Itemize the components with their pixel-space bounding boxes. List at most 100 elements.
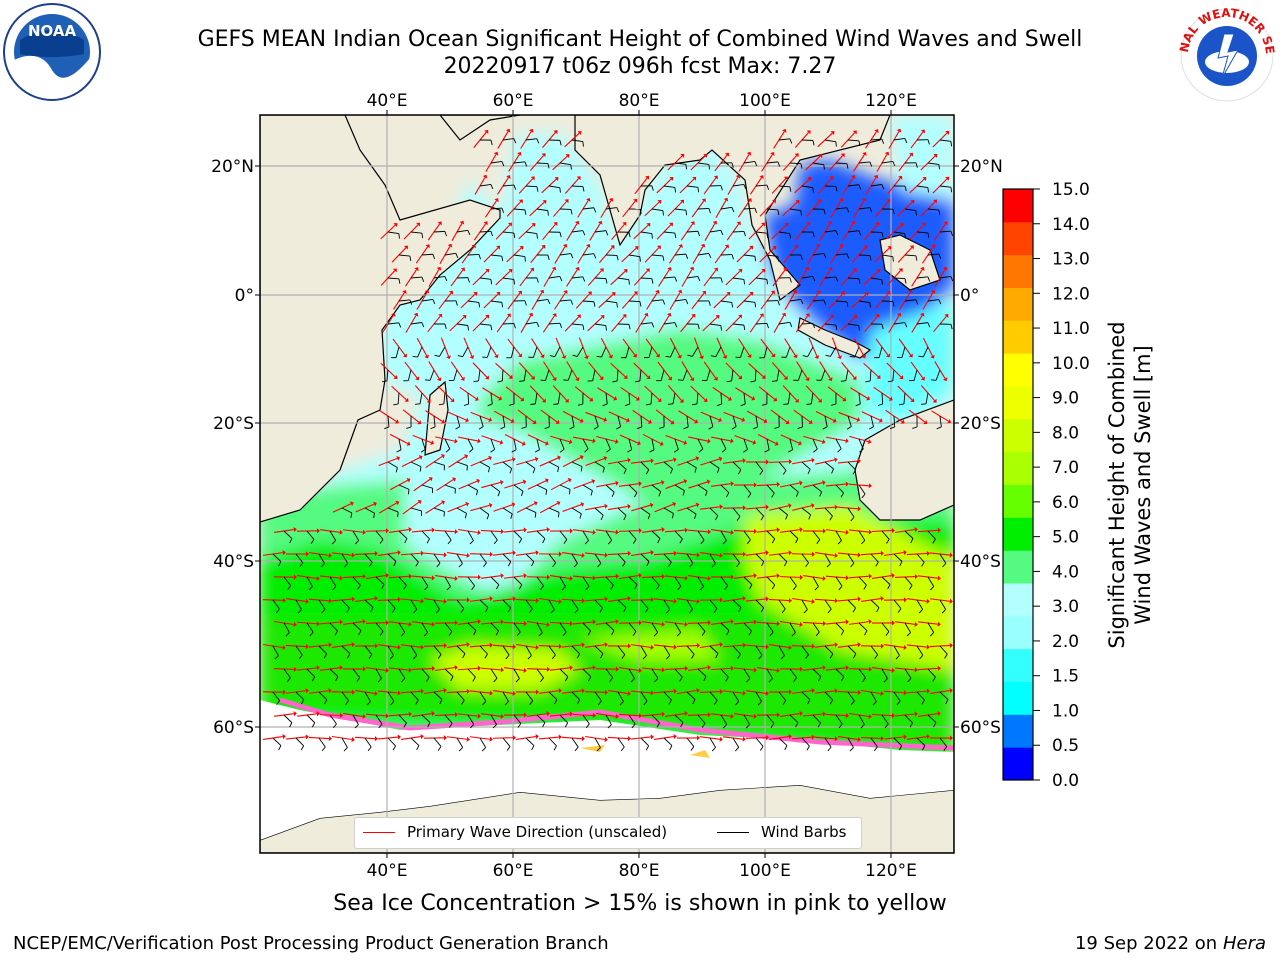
wind-barb-flag	[800, 254, 803, 260]
wave-arrow-head	[909, 245, 914, 250]
wind-barb-flag	[368, 654, 373, 659]
wind-barb	[720, 530, 727, 541]
wave-arrow-head	[719, 641, 723, 648]
wind-barb	[640, 553, 650, 562]
footer-host: Hera	[1222, 933, 1266, 954]
wave-arrow-head	[926, 598, 930, 604]
wind-barb	[709, 599, 718, 609]
wind-barb	[743, 714, 751, 725]
wave-arrow-head	[851, 174, 856, 179]
wind-barb	[548, 691, 558, 700]
wave-arrow-head	[579, 418, 584, 423]
wind-barb-flag	[569, 426, 575, 430]
wind-barb-flag	[662, 210, 664, 216]
wind-barb	[824, 737, 832, 748]
wind-barb	[807, 346, 814, 357]
wind-barb	[916, 599, 924, 610]
wind-barb	[847, 277, 859, 280]
wind-barb	[433, 230, 445, 233]
wind-barb	[663, 645, 671, 656]
wind-barb-flag	[703, 676, 707, 682]
wind-barb	[329, 576, 337, 587]
wind-barb-flag	[490, 184, 494, 190]
wind-barb-flag	[623, 469, 627, 474]
wind-barb	[812, 622, 820, 633]
wind-barb	[283, 714, 293, 723]
wind-barb	[922, 346, 929, 358]
wind-barb	[567, 369, 573, 381]
wave-arrow-head	[689, 377, 695, 382]
wave-arrow-head	[546, 574, 550, 580]
wave-arrow-head	[738, 314, 743, 319]
wave-arrow-head	[899, 223, 904, 228]
wind-barb	[835, 714, 843, 725]
wind-barb-flag	[519, 380, 525, 382]
wave-arrow-head	[425, 244, 430, 249]
wind-barb	[272, 645, 279, 656]
wind-barb-flag	[898, 403, 904, 406]
wind-barb-flag	[496, 584, 500, 590]
wind-barb-flag	[800, 163, 803, 169]
wind-barb	[456, 737, 464, 748]
wave-arrow-head	[817, 398, 822, 403]
wind-barb-flag	[379, 631, 384, 636]
wind-barb-flag	[795, 538, 799, 544]
wind-barb	[640, 691, 648, 702]
wave-arrow-head	[397, 596, 401, 603]
wind-barb	[617, 553, 626, 563]
wind-barb-flag	[685, 210, 688, 216]
colorbar-segment	[1003, 648, 1033, 682]
wave-arrow-head	[661, 667, 665, 673]
wind-barb-flag	[542, 722, 546, 728]
wave-arrow-head	[577, 131, 582, 136]
wind-barb-flag	[628, 279, 630, 285]
wave-arrow-head	[903, 690, 907, 696]
wave-arrow-head	[485, 268, 490, 273]
wind-barb	[893, 137, 905, 141]
wind-barb-flag	[596, 747, 601, 752]
wind-barb	[387, 277, 399, 280]
wind-barb	[490, 254, 502, 257]
wind-barb	[904, 299, 916, 302]
wave-arrow-head	[937, 575, 941, 581]
wind-barb-flag	[872, 701, 877, 706]
wind-barb	[847, 507, 855, 518]
wind-barb-flag	[800, 210, 802, 216]
wind-barb-flag	[898, 745, 903, 751]
wave-arrow-head	[615, 480, 619, 486]
wave-arrow-head	[627, 595, 631, 602]
wind-barb	[490, 484, 501, 492]
wind-barb	[651, 714, 660, 724]
wind-barb-flag	[455, 300, 458, 306]
wave-arrow-head	[585, 243, 591, 248]
colorbar-segment	[1003, 747, 1033, 781]
wind-barb-flag	[760, 607, 765, 613]
wave-arrow-head	[719, 597, 723, 603]
wave-arrow-head	[428, 477, 433, 482]
wind-barb	[720, 714, 728, 725]
wind-barb-flag	[473, 380, 479, 383]
wave-arrow-head	[402, 353, 407, 358]
wind-barb-flag	[737, 653, 741, 659]
wind-barb-flag	[527, 655, 532, 660]
wind-barb-flag	[904, 185, 907, 191]
wave-arrow-head	[891, 527, 895, 534]
wind-barb-flag	[826, 563, 831, 568]
wind-barb-flag	[717, 467, 720, 474]
wave-arrow-head	[627, 457, 631, 463]
wave-arrow-head	[691, 313, 696, 318]
wind-barb-flag	[823, 209, 826, 215]
wind-barb-flag	[593, 426, 599, 430]
wind-barb	[663, 322, 675, 325]
wind-barb	[801, 645, 809, 656]
wind-barb-flag	[438, 403, 444, 406]
wind-barb-flag	[490, 231, 494, 237]
wind-barb-flag	[656, 585, 660, 590]
wind-barb-flag	[397, 511, 399, 518]
wave-arrow-head	[700, 243, 706, 248]
wave-arrow-head	[477, 713, 481, 719]
wave-arrow-head	[914, 667, 918, 673]
wind-barb-flag	[631, 723, 636, 729]
wave-arrow-head	[949, 735, 953, 741]
wave-arrow-head	[706, 479, 711, 485]
